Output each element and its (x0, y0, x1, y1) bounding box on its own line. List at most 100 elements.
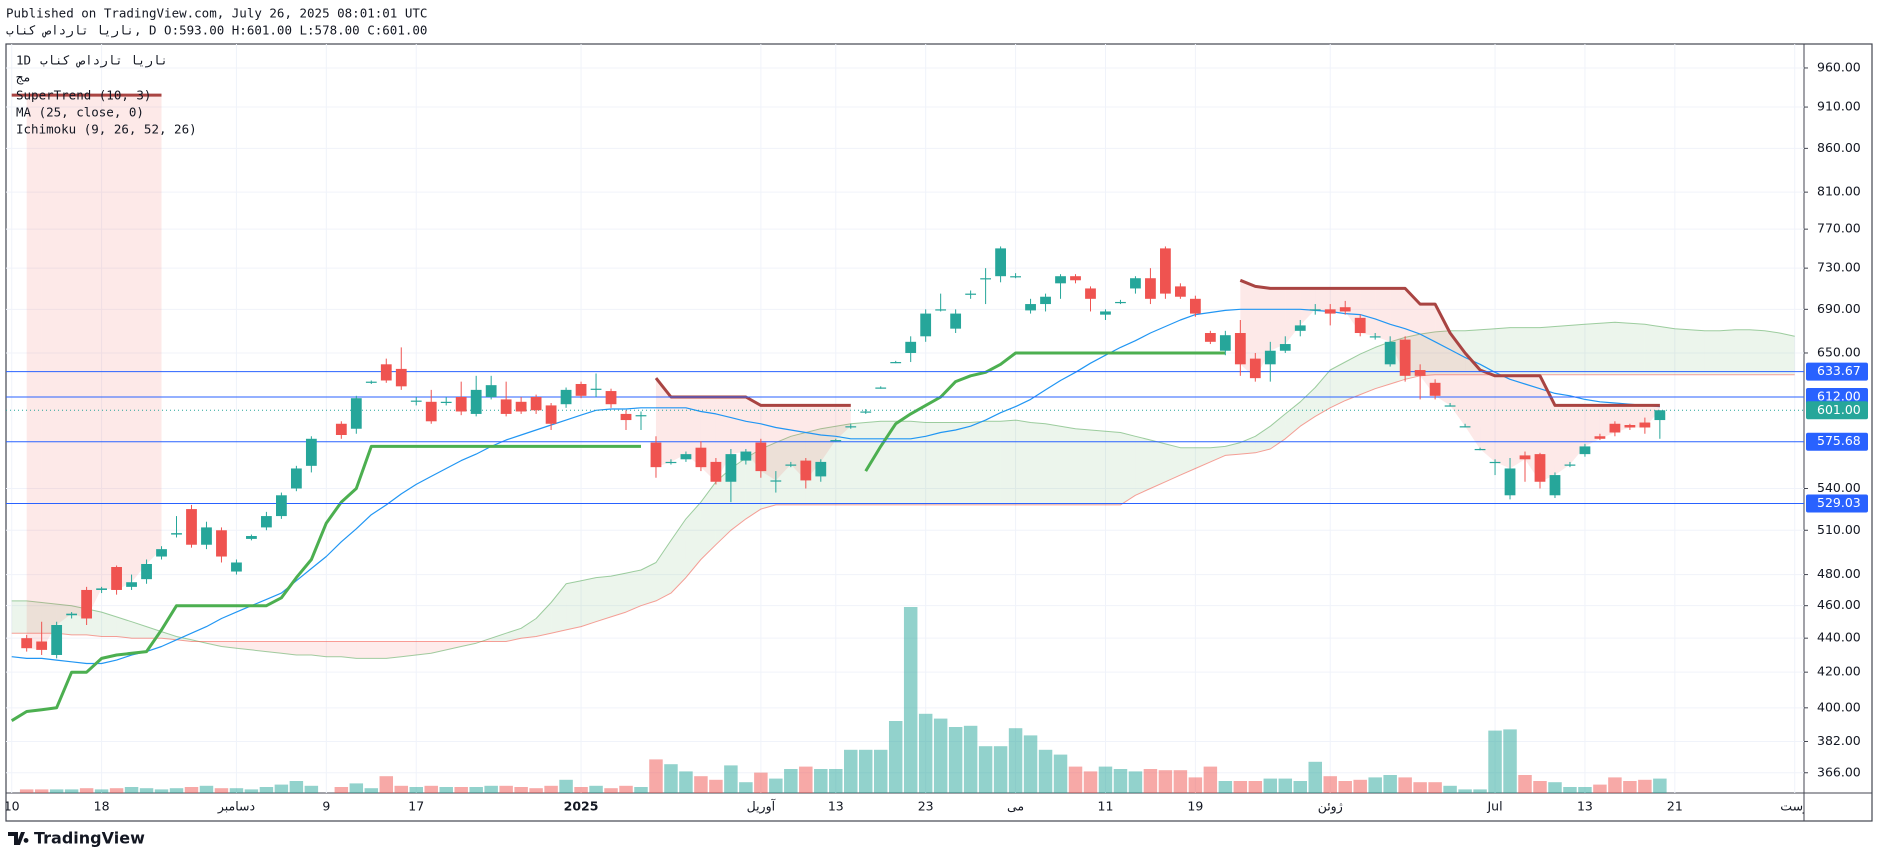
legend-symbol: ناریا تارداص کناب (40, 53, 168, 69)
cloud-segment (611, 573, 627, 617)
candle-body (141, 563, 152, 580)
cloud-segment (1569, 324, 1585, 375)
y-tick-label: 440.00 (1817, 630, 1861, 645)
cloud-segment (1060, 426, 1076, 505)
candle-body (1040, 296, 1051, 305)
volume-bar (933, 718, 948, 793)
candle-body (440, 401, 452, 404)
cloud-segment (11, 600, 27, 634)
candle-body (1324, 309, 1336, 314)
candle-body (1624, 425, 1636, 428)
y-tick-label: 690.00 (1817, 301, 1861, 316)
cloud-segment (1764, 330, 1780, 375)
candle-body (261, 516, 272, 528)
volume-bar (679, 771, 693, 793)
candle-body (815, 461, 827, 477)
volume-bar (694, 776, 708, 793)
candle-body (1339, 307, 1351, 312)
supertrend-fill (1629, 405, 1645, 428)
cloud-segment (1240, 436, 1256, 455)
cloud-segment (26, 600, 42, 634)
cloud-segment (1584, 323, 1600, 375)
cloud-segment (1150, 440, 1166, 489)
y-tick-label: 810.00 (1817, 184, 1861, 199)
candle-body (965, 293, 977, 295)
supertrend-fill (116, 95, 132, 590)
volume-bar (1638, 779, 1652, 793)
volume-bar (769, 778, 783, 793)
supertrend-fill (1450, 333, 1466, 427)
candle-body (1654, 410, 1666, 421)
x-tick-label: 9 (322, 799, 330, 814)
candle-body (1534, 454, 1546, 482)
volume-bar (214, 788, 229, 793)
volume-bar (1473, 789, 1487, 793)
candle-body (1100, 311, 1111, 315)
volume-bar (1008, 728, 1023, 793)
x-tick-label: 13 (1577, 799, 1593, 814)
candle-body (410, 400, 422, 402)
price-label: 575.68 (1817, 433, 1861, 448)
candle-body (1519, 455, 1531, 460)
x-tick-label: 23 (918, 799, 934, 814)
y-tick-label: 382.00 (1817, 733, 1861, 748)
candle-body (995, 248, 1006, 277)
candle-body (275, 495, 287, 517)
volume-bar (1368, 777, 1382, 793)
volume-bar (784, 769, 798, 793)
candle-body (1219, 335, 1231, 351)
candle-body (380, 364, 392, 381)
candle-body (665, 461, 677, 464)
x-tick-label: 2025 (564, 799, 599, 814)
cloud-segment (536, 602, 552, 637)
candle-body (1384, 341, 1396, 365)
volume-bar (379, 776, 394, 793)
x-tick-label: Jul (1486, 799, 1502, 814)
volume-bar (709, 779, 723, 793)
volume-bar (274, 784, 289, 793)
x-tick-label: دسامبر (217, 799, 255, 815)
candle-body (1504, 468, 1516, 496)
candle-body (231, 562, 242, 572)
volume-bar (364, 788, 379, 793)
cloud-segment (985, 421, 1001, 505)
candle-body (500, 399, 512, 414)
supertrend-fill (1554, 405, 1570, 476)
volume-bar (634, 787, 648, 793)
candle-body (710, 461, 722, 482)
volume-bar (514, 787, 528, 793)
volume-bar (829, 769, 843, 793)
cloud-segment (970, 421, 986, 505)
published-line: Published on TradingView.com, July 26, 2… (6, 6, 427, 21)
candle-body (740, 451, 752, 461)
volume-bar (1293, 781, 1308, 793)
candle-body (905, 341, 917, 353)
cloud-segment (805, 428, 821, 505)
y-tick-label: 460.00 (1817, 597, 1861, 612)
logo-icon (8, 832, 29, 845)
supertrend-fill (1465, 352, 1481, 449)
x-tick-label: 21 (1667, 799, 1683, 814)
cloud-segment (1644, 324, 1660, 375)
volume-bar (439, 787, 453, 793)
supertrend-fill (131, 95, 147, 583)
volume-bar (184, 787, 199, 793)
candle-body (186, 509, 197, 545)
x-tick-label: آوریل (747, 799, 776, 815)
candle-body (635, 415, 647, 417)
supertrend-fill (730, 397, 746, 455)
cloud-segment (1734, 329, 1750, 375)
volume-bar (948, 727, 963, 793)
x-tick-label: ژوئن (1318, 799, 1343, 815)
cloud-segment (506, 628, 522, 642)
candle-body (365, 381, 377, 383)
volume-bar (903, 607, 918, 793)
volume-bar (724, 765, 738, 793)
cloud-segment (925, 422, 941, 505)
candle-body (545, 405, 557, 424)
supertrend-fill (41, 95, 57, 650)
supertrend-fill (26, 95, 42, 650)
volume-bar (1398, 777, 1412, 793)
cloud-segment (1345, 354, 1361, 401)
volume-bar (589, 785, 603, 793)
